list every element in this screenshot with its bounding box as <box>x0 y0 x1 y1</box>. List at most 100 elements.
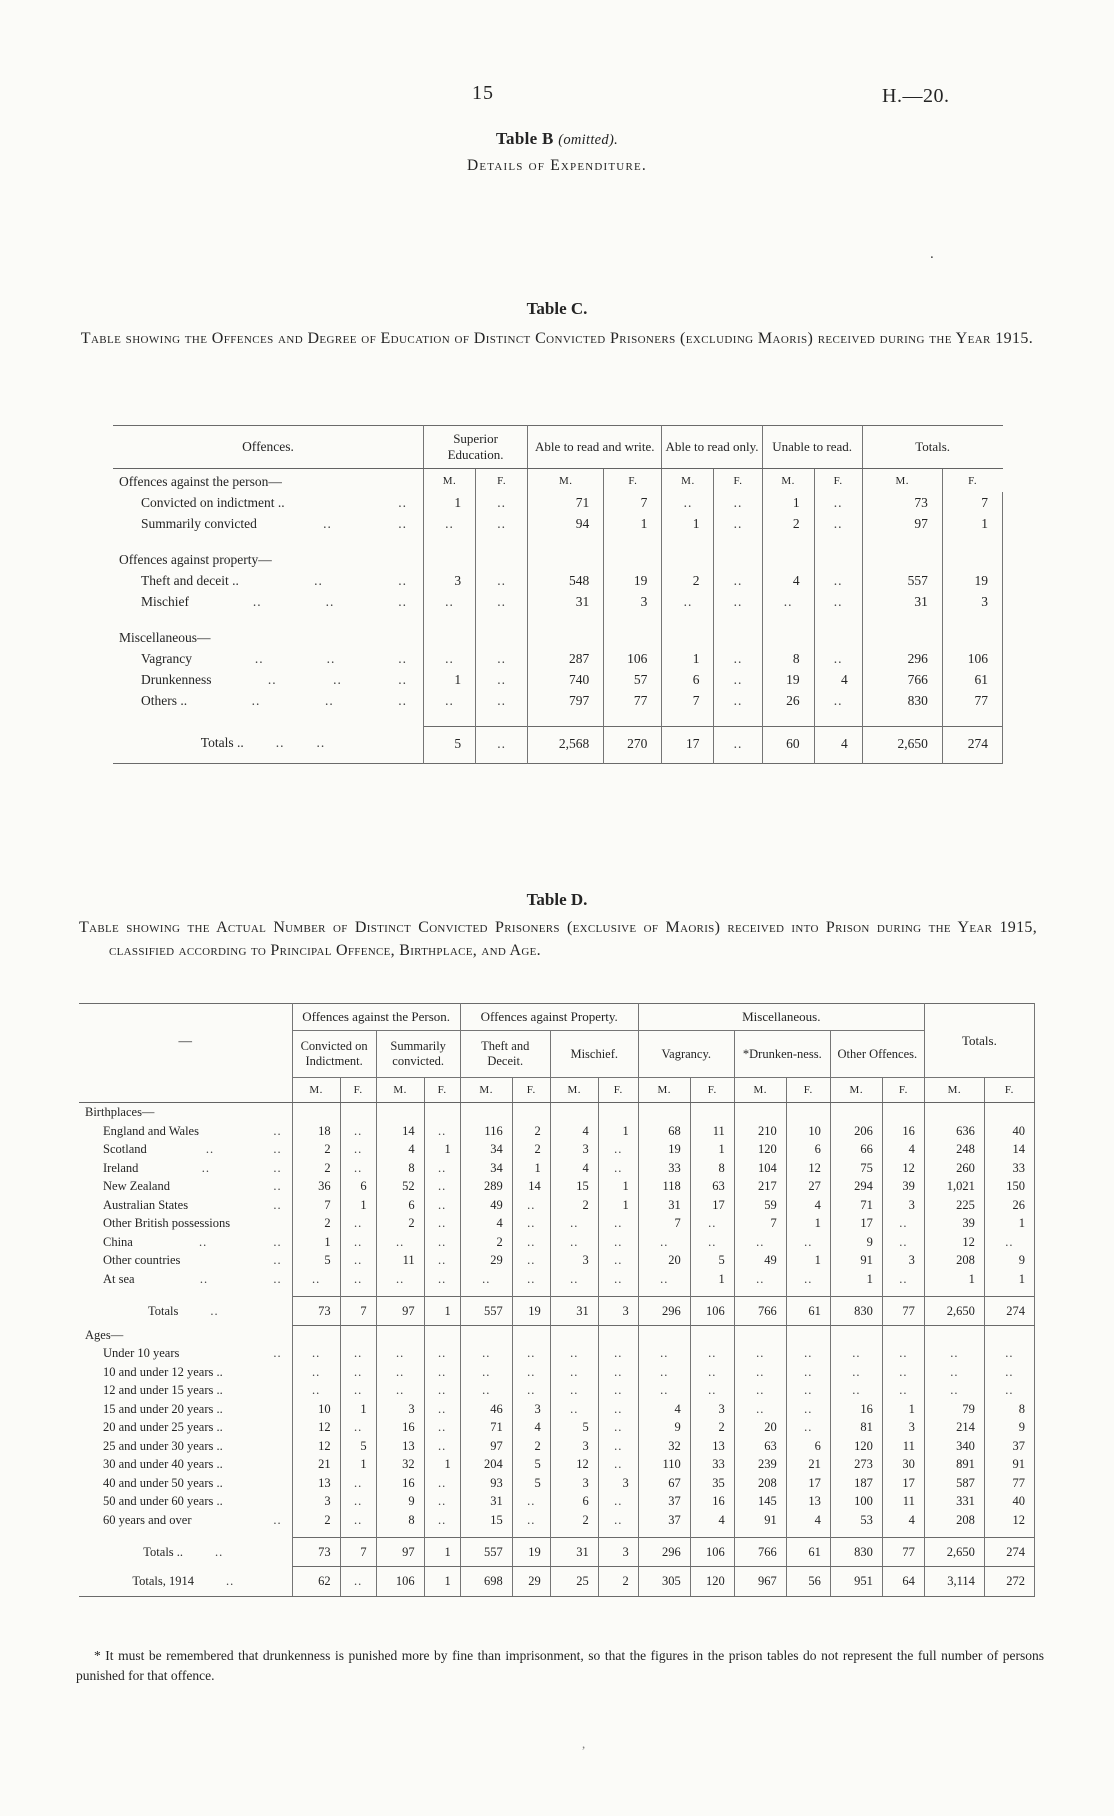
value-cell: 5 <box>689 1251 735 1270</box>
value-cell: 1,021 <box>923 1177 985 1196</box>
value-cell: .. <box>339 1418 377 1437</box>
value-cell: 67 <box>637 1473 691 1492</box>
value-cell: 2 <box>459 1232 513 1251</box>
value-cell: 27 <box>785 1177 831 1196</box>
mf-header: M. <box>637 1077 691 1103</box>
value-cell: .. <box>511 1251 551 1270</box>
table-b-subtitle: Details of Expenditure. <box>466 157 647 174</box>
value-cell: .. <box>339 1121 377 1140</box>
spacer-cell <box>785 1529 831 1537</box>
value-cell: .. <box>422 513 476 534</box>
row-label-text: Ireland <box>103 1160 139 1175</box>
spacer-cell <box>423 1288 461 1296</box>
value-cell: 740 <box>527 669 604 690</box>
spacer-cell <box>941 711 1004 726</box>
row-group-label: Birthplaces— <box>79 1103 292 1122</box>
stub-header: — <box>178 1032 193 1048</box>
row-group-label: Offences against property— <box>113 549 424 570</box>
row-stub: Mischief...... <box>113 592 423 611</box>
leader-dots: .. <box>254 651 264 666</box>
value-cell: 4 <box>549 1121 599 1140</box>
value-cell: 766 <box>861 669 943 690</box>
row-stub: Totals .... <box>79 1544 292 1561</box>
value-cell: 106 <box>689 1536 735 1567</box>
value-cell: .. <box>549 1381 599 1400</box>
row-stub: Vagrancy...... <box>113 649 423 668</box>
value-cell <box>733 1325 787 1344</box>
value-cell: 1 <box>423 1455 461 1474</box>
value-cell: .. <box>813 570 863 591</box>
value-cell: 57 <box>603 669 662 690</box>
value-cell: 2,650 <box>923 1295 985 1326</box>
table-row: 10 and under 12 years ..................… <box>79 1362 1036 1381</box>
row-stub: 15 and under 20 years .. <box>79 1401 292 1418</box>
row-label: 25 and under 30 years .. <box>79 1437 292 1456</box>
table-row: 30 and under 40 years .. 21 1 32 1 204 5 12.. 11… <box>79 1455 1036 1474</box>
leader-dots: .. <box>273 1346 282 1360</box>
table-row: 12 and under 15 years ..................… <box>79 1381 1036 1400</box>
value-cell: 79 <box>923 1399 985 1418</box>
value-cell: 4 <box>881 1510 925 1529</box>
row-label: Summarily convicted.... <box>113 513 424 534</box>
value-cell: .. <box>637 1381 691 1400</box>
value-cell: 248 <box>923 1140 985 1159</box>
value-cell: 1 <box>339 1195 377 1214</box>
value-cell: 73 <box>861 492 943 513</box>
value-cell: .. <box>375 1362 425 1381</box>
leader-dots: .. <box>398 693 407 708</box>
row-stub: Australian States.. <box>79 1197 292 1214</box>
value-cell: 75 <box>829 1158 883 1177</box>
mf-header: F. <box>339 1077 377 1103</box>
row-stub: China.... <box>79 1234 292 1251</box>
table-c: Offences. Superior Education. Able to read… <box>113 425 1004 764</box>
row-stub: Miscellaneous— <box>113 628 423 647</box>
table-d-caption: Table showing the Actual Number of Disti… <box>79 919 1037 959</box>
value-cell: .. <box>475 591 528 612</box>
value-cell: 1 <box>423 1140 461 1159</box>
value-cell: 33 <box>689 1455 735 1474</box>
value-cell: 274 <box>983 1536 1036 1567</box>
row-label: Theft and deceit ...... <box>113 570 424 591</box>
value-cell: .. <box>881 1381 925 1400</box>
row-label-text: 30 and under 40 years .. <box>103 1457 223 1471</box>
value-cell: 1 <box>983 1214 1036 1233</box>
value-cell: 296 <box>637 1295 691 1326</box>
value-cell: 1 <box>661 648 714 669</box>
spacer-cell <box>459 1529 513 1537</box>
value-cell: 1 <box>339 1455 377 1474</box>
row-label: Totals .... <box>79 1537 292 1567</box>
value-cell: 3 <box>422 570 476 591</box>
value-cell: .. <box>637 1232 691 1251</box>
value-cell: 331 <box>923 1492 985 1511</box>
value-cell: .. <box>339 1473 377 1492</box>
value-cell: 32 <box>375 1455 425 1474</box>
mf-header: M. <box>459 1077 513 1103</box>
value-cell: 97 <box>375 1295 425 1326</box>
value-cell: .. <box>339 1251 377 1270</box>
mf-header: M. <box>923 1077 985 1103</box>
value-cell: .. <box>423 1158 461 1177</box>
value-cell: 2 <box>689 1418 735 1437</box>
spacer-cell <box>713 534 763 549</box>
spacer-cell <box>733 1529 787 1537</box>
value-cell: 2 <box>291 1214 341 1233</box>
row-label: Totals, 1914.. <box>79 1567 292 1597</box>
leader-dots: .. <box>323 516 332 531</box>
value-cell: 120 <box>829 1436 883 1455</box>
value-cell: 25 <box>549 1566 599 1597</box>
mf-header: F. <box>941 468 1003 492</box>
value-cell: .. <box>339 1158 377 1177</box>
value-cell: .. <box>813 648 863 669</box>
value-cell: 5 <box>339 1436 377 1455</box>
value-cell: 20 <box>733 1418 787 1437</box>
table-row: Other countries.. 5.. 11.. 29.. 3.. 20 5 49 1 91 3… <box>79 1251 1036 1270</box>
leader-dots: .. <box>398 516 407 531</box>
value-cell: 91 <box>983 1455 1036 1474</box>
value-cell: 20 <box>637 1251 691 1270</box>
row-stub: Totals ...... <box>113 733 423 752</box>
row-stub: Ages— <box>79 1327 292 1344</box>
value-cell: .. <box>511 1232 551 1251</box>
value-cell <box>291 1102 341 1122</box>
value-cell: 9 <box>983 1251 1036 1270</box>
value-cell: .. <box>597 1269 639 1288</box>
